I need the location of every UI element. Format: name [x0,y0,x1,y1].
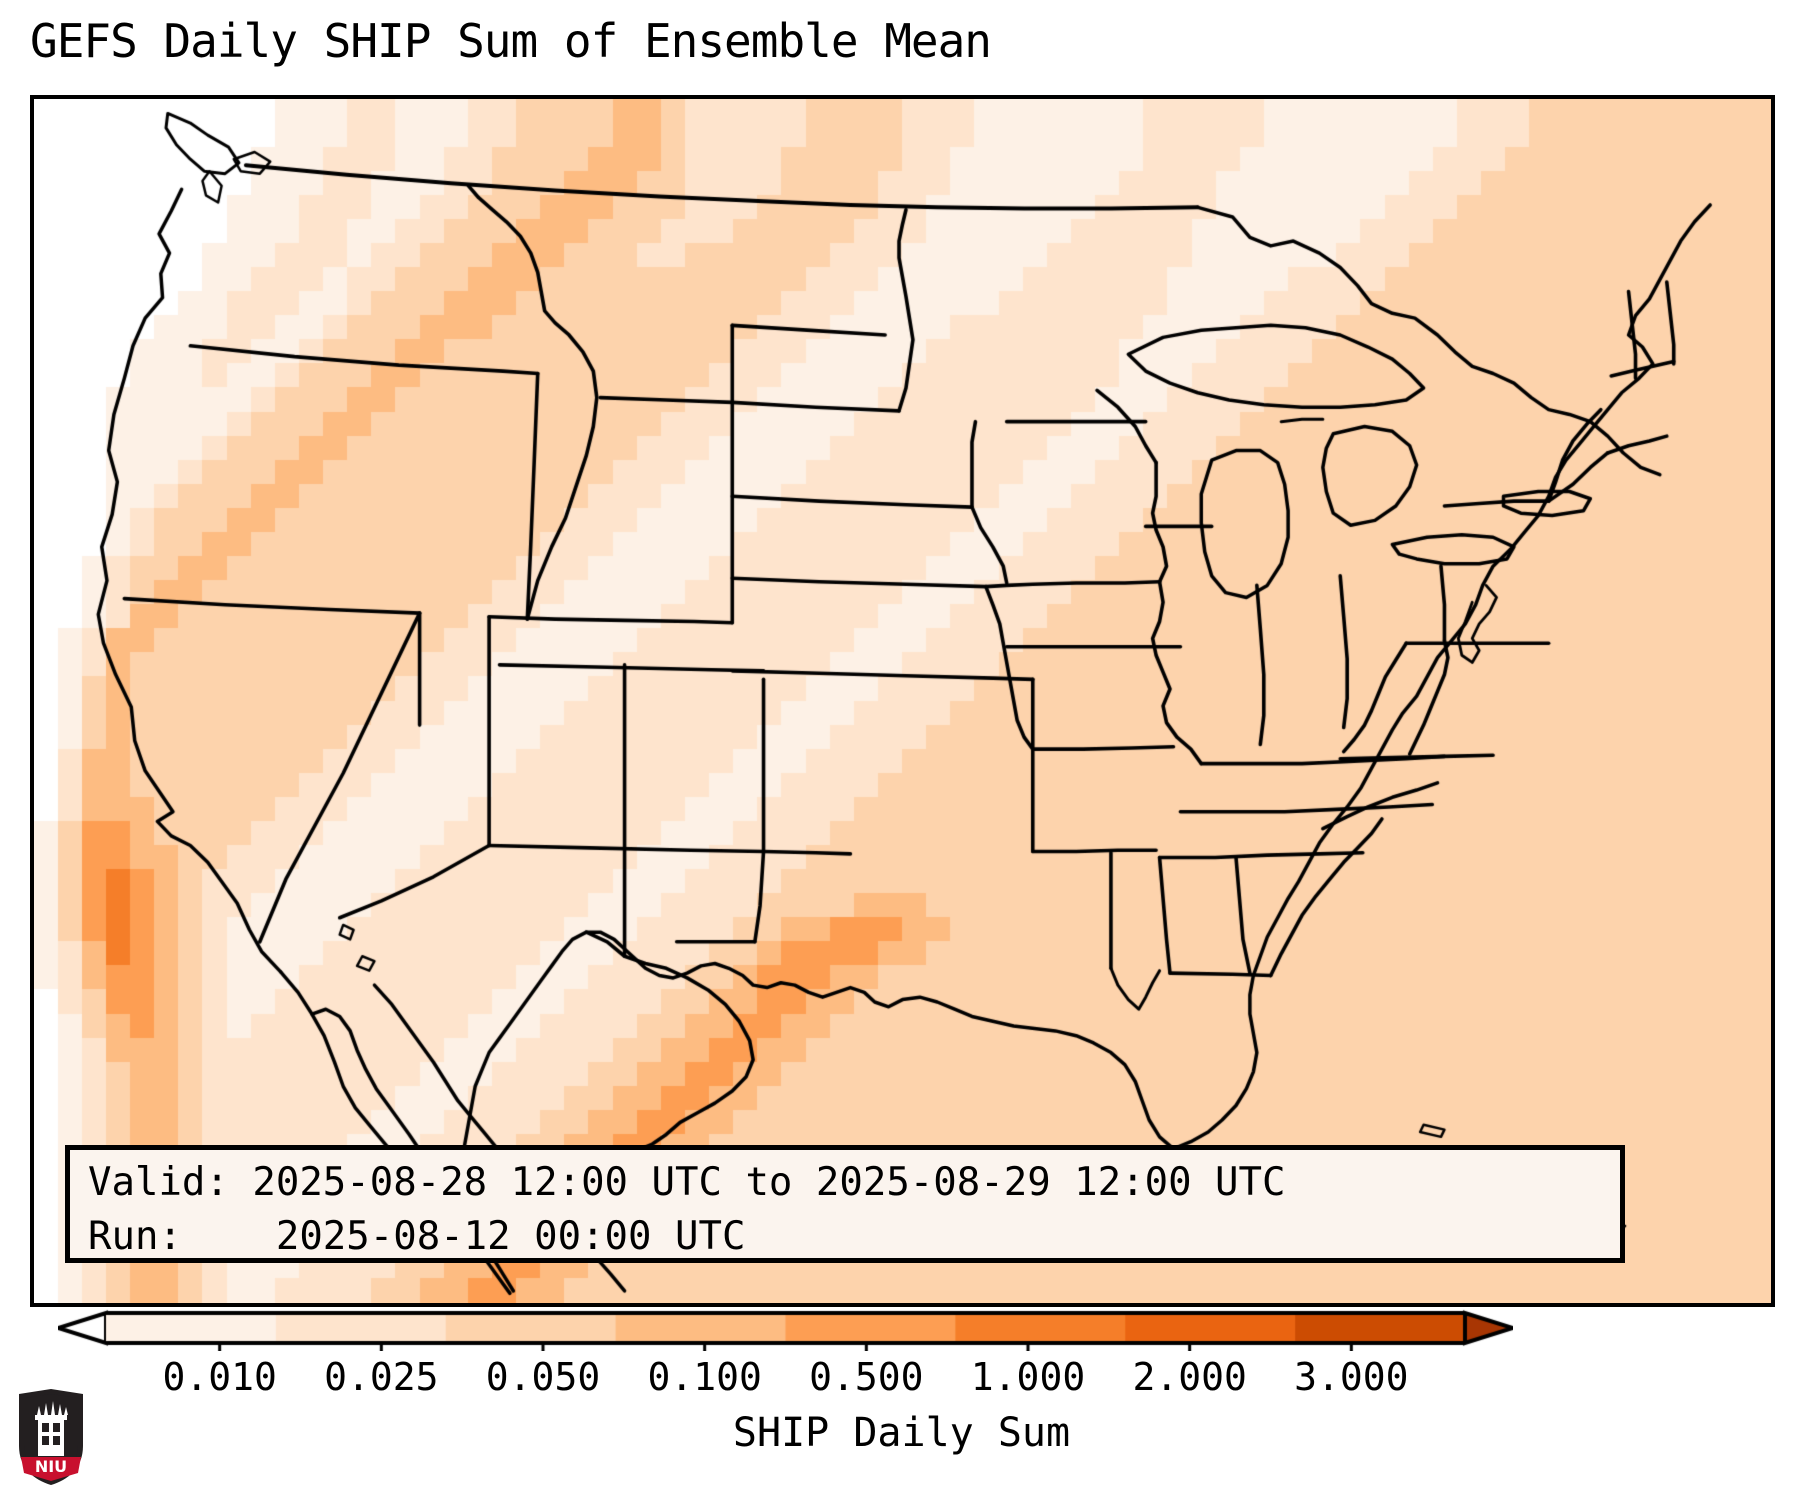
niu-logo-icon: NIU [19,1389,83,1485]
colorbar-tick-label: 3.000 [1294,1355,1409,1399]
colorbar [58,1305,1513,1351]
colorbar-axis-label: SHIP Daily Sum [732,1410,1071,1456]
colorbar-tick-label: 0.050 [485,1355,601,1399]
colorbar-tick-label: 2.000 [1132,1355,1247,1399]
colorbar-tick-label: 0.010 [162,1355,277,1399]
map-plot-area [30,95,1775,1307]
forecast-info-box: Valid: 2025-08-28 12:00 UTC to 2025-08-2… [65,1145,1625,1263]
map-heatmap-canvas [34,99,1771,1303]
page-title: GEFS Daily SHIP Sum of Ensemble Mean [30,14,992,68]
run-time-text: Run: 2025-08-12 00:00 UTC [88,1214,746,1259]
colorbar-tick-label: 1.000 [970,1355,1086,1399]
colorbar-tick-label: 0.500 [809,1355,924,1399]
colorbar-tick-label: 0.025 [324,1355,439,1399]
colorbar-tick-labels: 0.010 0.025 0.050 0.100 0.500 1.000 2.000 3.000 [0,1355,1803,1405]
colorbar-canvas [58,1305,1513,1351]
colorbar-tick-label: 0.100 [647,1355,762,1399]
valid-time-text: Valid: 2025-08-28 12:00 UTC to 2025-08-2… [88,1160,1286,1205]
svg-text:NIU: NIU [35,1457,67,1476]
